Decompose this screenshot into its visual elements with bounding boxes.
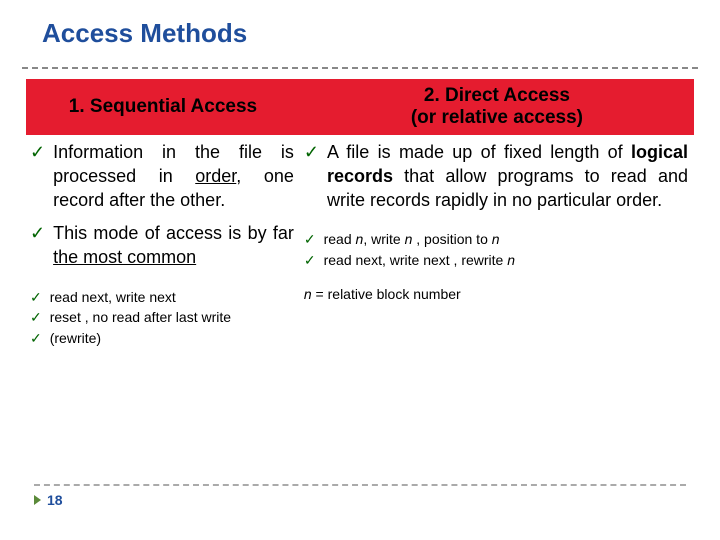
divider-top	[22, 67, 698, 69]
seq-op-2: ✓ reset , no read after last write	[30, 308, 294, 326]
seq-point-2: ✓ This mode of access is by far the most…	[30, 222, 294, 270]
check-icon: ✓	[30, 222, 45, 270]
header-direct: 2. Direct Access (or relative access)	[300, 79, 694, 135]
seq-op-1: ✓ read next, write next	[30, 288, 294, 306]
seq-point-1: ✓ Information in the file is processed i…	[30, 141, 294, 212]
direct-op-2: ✓ read next, write next , rewrite n	[304, 251, 688, 269]
check-icon: ✓	[30, 141, 45, 212]
header-sequential: 1. Sequential Access	[26, 79, 300, 135]
footer: 18	[34, 484, 686, 510]
seq-op-3: ✓ (rewrite)	[30, 329, 294, 347]
check-icon: ✓	[304, 251, 316, 269]
direct-point-1: ✓ A file is made up of fixed length of l…	[304, 141, 688, 212]
table-header-row: 1. Sequential Access 2. Direct Access (o…	[26, 79, 694, 135]
column-direct: ✓ A file is made up of fixed length of l…	[300, 135, 694, 349]
direct-op-1: ✓ read n, write n , position to n	[304, 230, 688, 248]
triangle-icon	[34, 495, 41, 505]
check-icon: ✓	[30, 329, 42, 347]
check-icon: ✓	[304, 141, 319, 212]
comparison-table: 1. Sequential Access 2. Direct Access (o…	[26, 79, 694, 349]
column-sequential: ✓ Information in the file is processed i…	[26, 135, 300, 349]
direct-note: n = relative block number	[304, 285, 688, 303]
check-icon: ✓	[30, 288, 42, 306]
page-number: 18	[34, 492, 63, 508]
slide-title: Access Methods	[26, 18, 694, 49]
check-icon: ✓	[304, 230, 316, 248]
check-icon: ✓	[30, 308, 42, 326]
